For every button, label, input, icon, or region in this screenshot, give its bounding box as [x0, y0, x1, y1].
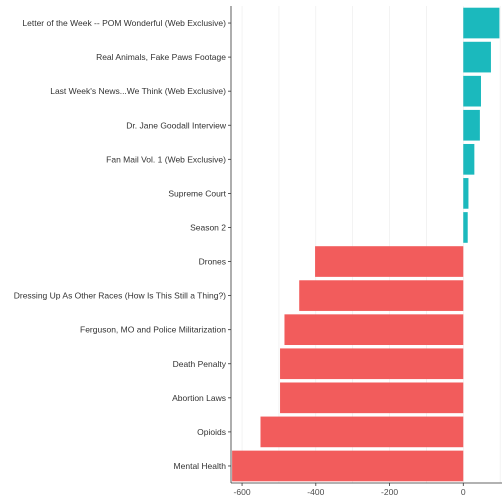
- category-label: Dressing Up As Other Races (How Is This …: [14, 291, 226, 301]
- category-label: Fan Mail Vol. 1 (Web Exclusive): [106, 154, 226, 164]
- category-label: Supreme Court: [168, 188, 226, 198]
- category-label: Real Animals, Fake Paws Footage: [96, 52, 226, 62]
- bar: [463, 178, 469, 209]
- axes: -600 -400 -200 0: [228, 6, 502, 497]
- category-label: Season 2: [190, 222, 226, 232]
- bar: [463, 41, 491, 73]
- bar: [299, 280, 464, 311]
- bar: [463, 109, 480, 141]
- bar: [463, 75, 481, 107]
- bar: [280, 348, 464, 380]
- x-tick-label: -600: [234, 487, 251, 497]
- category-labels: Letter of the Week -- POM Wonderful (Web…: [14, 18, 227, 471]
- category-label: Death Penalty: [173, 359, 227, 369]
- category-label: Letter of the Week -- POM Wonderful (Web…: [22, 18, 226, 28]
- category-label: Dr. Jane Goodall Interview: [126, 120, 227, 130]
- bar: [463, 212, 468, 243]
- category-label: Mental Health: [174, 461, 227, 471]
- bars: [232, 7, 500, 482]
- x-tick-label: -400: [307, 487, 324, 497]
- bar: [315, 246, 464, 277]
- bar: [260, 416, 464, 448]
- category-label: Ferguson, MO and Police Militarization: [80, 325, 226, 335]
- bar: [463, 7, 500, 39]
- category-label: Last Week's News...We Think (Web Exclusi…: [50, 86, 226, 96]
- category-label: Drones: [199, 257, 226, 267]
- bar: [232, 450, 464, 482]
- bar: [284, 314, 464, 346]
- bar: [463, 143, 475, 175]
- x-tick-label: -200: [381, 487, 398, 497]
- x-tick-label: 0: [461, 487, 466, 497]
- bar: [280, 382, 464, 414]
- category-label: Opioids: [197, 427, 226, 437]
- category-label: Abortion Laws: [172, 393, 226, 403]
